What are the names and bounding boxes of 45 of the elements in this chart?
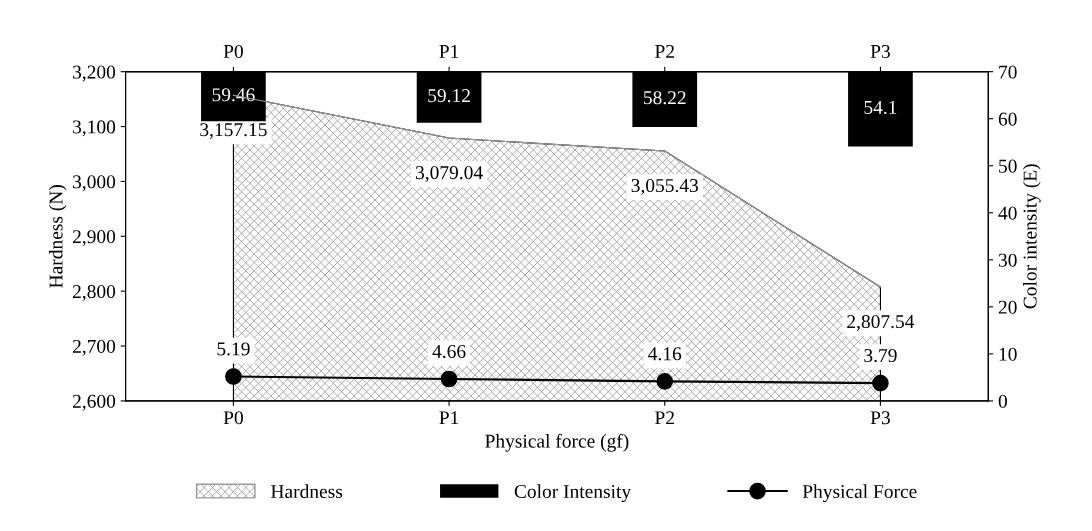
data-label: 3,079.04	[415, 166, 483, 182]
y2-tick-label: 40	[998, 206, 1017, 220]
data-label: 3.79	[864, 349, 897, 363]
y2-tick-label: 10	[999, 347, 1017, 361]
y-tick-label: 2,700	[72, 339, 116, 356]
category-label: P2	[655, 44, 674, 58]
data-label: 3,157.15	[200, 123, 267, 140]
y-tick-label: 2,800	[72, 284, 116, 301]
y-axis-title: Hardness (N)	[48, 185, 67, 288]
y2-tick-label: 0	[998, 394, 1007, 408]
x-axis-title: Physical force (gf)	[485, 433, 629, 452]
category-label: P1	[439, 44, 459, 58]
y2-tick-label: 60	[998, 112, 1017, 126]
data-label: 2,807.54	[847, 314, 915, 331]
y2-axis-title: Color intensity (E)	[1022, 164, 1041, 309]
x-tick-label: P2	[655, 411, 674, 425]
y2-tick-label: 20	[998, 300, 1017, 314]
point	[225, 368, 242, 385]
data-label: 54.1	[864, 100, 897, 115]
data-label: 59.12	[428, 89, 470, 103]
category-label: P0	[223, 44, 243, 59]
data-label: 4.16	[648, 347, 682, 361]
y-tick-label: 3,100	[73, 120, 116, 137]
y2-tick-label: 50	[999, 159, 1017, 173]
x-tick-label: P3	[870, 411, 890, 425]
data-label: 4.66	[432, 344, 466, 359]
x-tick-label: P1	[439, 411, 459, 425]
legend-label: Color Intensity	[514, 484, 632, 503]
y-tick-label: 3,000	[73, 175, 116, 192]
point	[872, 374, 889, 392]
point	[656, 373, 674, 390]
y-tick-label: 2,600	[72, 394, 116, 411]
data-label: 3,055.43	[631, 178, 699, 195]
y2-tick-label: 70	[999, 65, 1017, 79]
y-tick-label: 3,200	[73, 65, 116, 82]
category-label: P3	[870, 44, 890, 59]
x-tick-label: P0	[223, 411, 243, 425]
y2-tick-label: 30	[998, 253, 1017, 267]
data-label: 59.46	[212, 88, 255, 102]
legend-label: Hardness	[271, 484, 343, 499]
legend-label: Physical Force	[802, 484, 917, 503]
y-tick-label: 2,900	[72, 230, 116, 247]
data-label: 5.19	[217, 342, 250, 356]
point	[440, 370, 458, 388]
data-label: 58.22	[644, 91, 686, 105]
